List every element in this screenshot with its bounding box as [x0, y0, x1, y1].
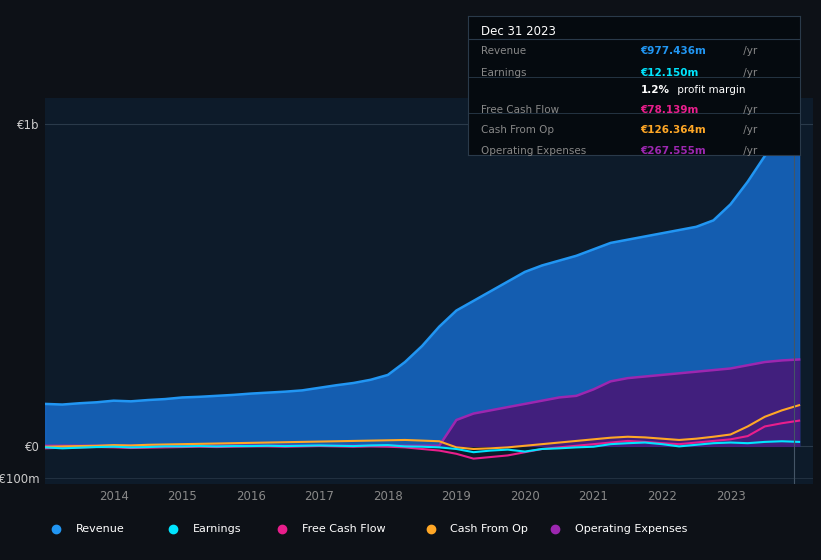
Text: €267.555m: €267.555m [640, 146, 706, 156]
Text: €126.364m: €126.364m [640, 125, 706, 136]
Text: Operating Expenses: Operating Expenses [575, 524, 687, 534]
Text: 1.2%: 1.2% [640, 85, 669, 95]
Text: Dec 31 2023: Dec 31 2023 [481, 25, 556, 39]
Text: /yr: /yr [740, 68, 757, 78]
Text: Cash From Op: Cash From Op [481, 125, 554, 136]
Text: profit margin: profit margin [673, 85, 745, 95]
Text: Free Cash Flow: Free Cash Flow [481, 105, 559, 115]
Text: Cash From Op: Cash From Op [450, 524, 528, 534]
Text: Free Cash Flow: Free Cash Flow [302, 524, 386, 534]
Text: Operating Expenses: Operating Expenses [481, 146, 586, 156]
Text: €12.150m: €12.150m [640, 68, 699, 78]
Text: /yr: /yr [740, 146, 757, 156]
Text: /yr: /yr [740, 105, 757, 115]
Text: Earnings: Earnings [481, 68, 527, 78]
Text: €78.139m: €78.139m [640, 105, 699, 115]
Text: €977.436m: €977.436m [640, 46, 706, 56]
Text: /yr: /yr [740, 46, 757, 56]
Text: Revenue: Revenue [76, 524, 125, 534]
Text: Earnings: Earnings [193, 524, 241, 534]
Text: Revenue: Revenue [481, 46, 526, 56]
Text: /yr: /yr [740, 125, 757, 136]
